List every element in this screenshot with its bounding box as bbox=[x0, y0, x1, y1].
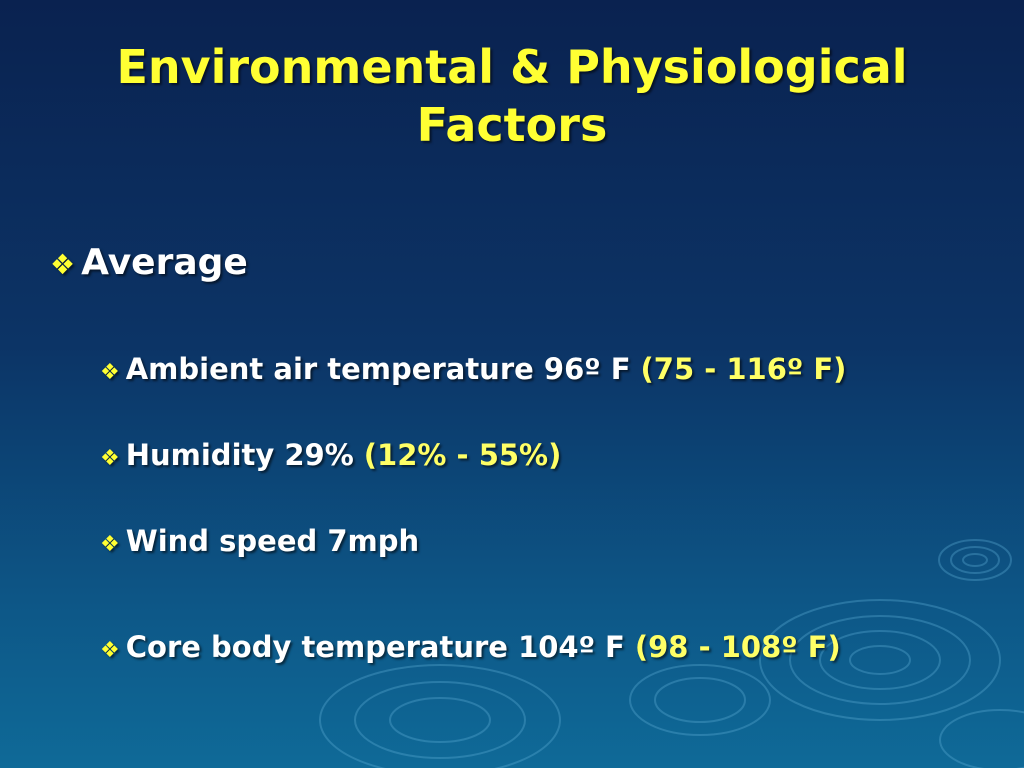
diamond-bullet-icon: ❖ bbox=[100, 532, 120, 557]
item-label: Humidity 29% bbox=[125, 438, 354, 472]
diamond-bullet-icon: ❖ bbox=[100, 446, 120, 471]
slide-title-line2: Factors bbox=[416, 98, 608, 152]
item-label: Wind speed 7mph bbox=[125, 524, 420, 558]
list-item-humidity: ❖ Humidity 29% (12% - 55%) bbox=[100, 438, 561, 472]
slide-title: Environmental & Physiological Factors bbox=[0, 38, 1024, 154]
diamond-bullet-icon: ❖ bbox=[100, 638, 120, 663]
item-label: Core body temperature 104º F bbox=[125, 630, 625, 664]
item-range: (75 - 116º F) bbox=[640, 352, 847, 386]
diamond-bullet-icon: ❖ bbox=[100, 360, 120, 385]
item-label: Ambient air temperature 96º F bbox=[125, 352, 631, 386]
item-range: (12% - 55%) bbox=[363, 438, 562, 472]
heading-text: Average bbox=[81, 242, 248, 283]
list-item-core-body-temperature: ❖ Core body temperature 104º F (98 - 108… bbox=[100, 630, 841, 664]
heading-bullet-average: ❖ Average bbox=[50, 242, 248, 283]
item-range: (98 - 108º F) bbox=[634, 630, 841, 664]
list-item-wind-speed: ❖ Wind speed 7mph bbox=[100, 524, 419, 558]
slide-title-line1: Environmental & Physiological bbox=[116, 40, 908, 94]
diamond-bullet-icon: ❖ bbox=[50, 248, 76, 281]
list-item-ambient-temperature: ❖ Ambient air temperature 96º F (75 - 11… bbox=[100, 352, 846, 386]
